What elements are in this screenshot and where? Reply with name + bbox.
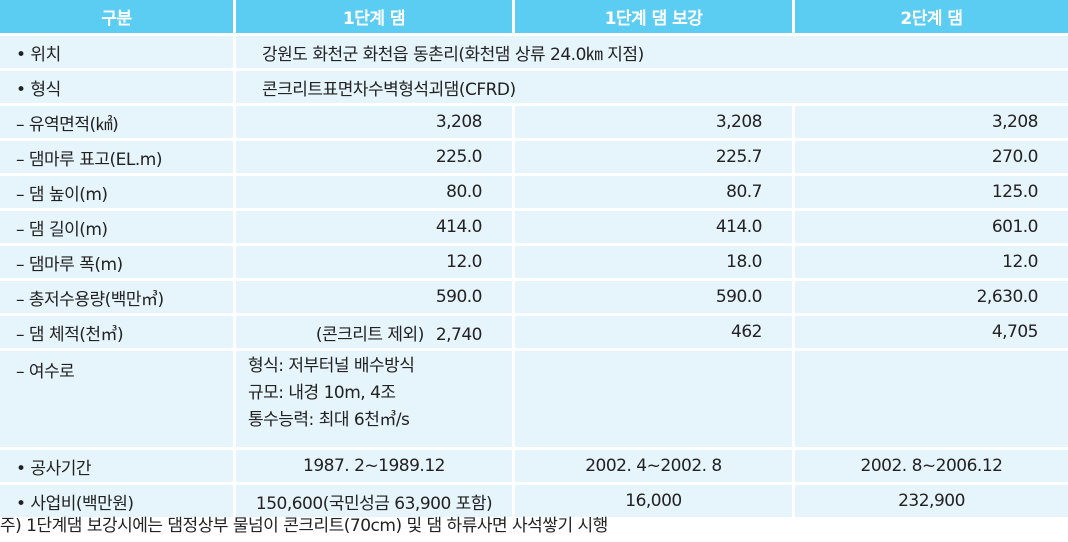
row-label-dam-length: – 댐 길이(m) [0,211,233,243]
table-row: • 형식 콘크리트표면차수벽형석괴댐(CFRD) [0,71,1068,103]
cell-value: 2002. 8~2006.12 [795,450,1068,482]
table-row: – 댐 체적(천㎥) (콘크리트 제외) 2,740 462 4,705 [0,316,1068,348]
footnote: 주) 1단계댐 보강시에는 댐정상부 물넘이 콘크리트(70cm) 및 댐 하류… [0,516,608,536]
header-stage1-dam: 1단계 댐 [236,0,512,33]
table-row: – 댐마루 폭(m) 12.0 18.0 12.0 [0,246,1068,278]
table-row: • 공사기간 1987. 2~1989.12 2002. 4~2002. 8 2… [0,450,1068,482]
header-category: 구분 [0,0,233,33]
spillway-line-scale: 규모: 내경 10m, 4조 [248,383,396,403]
cell-value: 270.0 [795,141,1068,173]
cell-value: 462 [515,316,792,348]
cell-value: 12.0 [236,246,512,278]
row-label-dam-volume: – 댐 체적(천㎥) [0,316,233,348]
row-label-crest-elevation: – 댐마루 표고(EL.m) [0,141,233,173]
cell-value: 2002. 4~2002. 8 [515,450,792,482]
row-label-construction-period: • 공사기간 [0,450,233,482]
cell-value: 414.0 [515,211,792,243]
spillway-details: 형식: 저부터널 배수방식 규모: 내경 10m, 4조 통수능력: 최대 6천… [236,351,512,447]
cell-value: 232,900 [795,485,1068,517]
cell-value: (콘크리트 제외) 2,740 [236,316,512,348]
header-stage2-dam: 2단계 댐 [795,0,1068,33]
cell-value: 590.0 [515,281,792,313]
cell-value: 3,208 [795,106,1068,138]
cell-value: 150,600(국민성금 63,900 포함) [236,485,512,517]
type-value: 콘크리트표면차수벽형석괴댐(CFRD) [236,71,1068,103]
row-label-spillway: – 여수로 [0,351,233,447]
table-row: – 댐 길이(m) 414.0 414.0 601.0 [0,211,1068,243]
row-label-basin-area: – 유역면적(㎢) [0,106,233,138]
dam-spec-table: 구분 1단계 댐 1단계 댐 보강 2단계 댐 • 위치 강원도 화천군 화천읍… [0,0,1068,517]
table-row: • 위치 강원도 화천군 화천읍 동촌리(화천댐 상류 24.0㎞ 지점) [0,36,1068,68]
cell-value: 4,705 [795,316,1068,348]
table-row: – 여수로 형식: 저부터널 배수방식 규모: 내경 10m, 4조 통수능력:… [0,351,1068,447]
header-stage1-reinforcement: 1단계 댐 보강 [515,0,792,33]
cell-value: 80.7 [515,176,792,208]
cell-value: 12.0 [795,246,1068,278]
cell-value: 3,208 [236,106,512,138]
cell-value: 125.0 [795,176,1068,208]
row-label-dam-height: – 댐 높이(m) [0,176,233,208]
row-label-type: • 형식 [0,71,233,103]
cell-value: 1987. 2~1989.12 [236,450,512,482]
table-row: • 사업비(백만원) 150,600(국민성금 63,900 포함) 16,00… [0,485,1068,517]
cell-value: 18.0 [515,246,792,278]
table-row: – 댐 높이(m) 80.0 80.7 125.0 [0,176,1068,208]
cell-value: 16,000 [515,485,792,517]
cell-empty [515,351,792,447]
table-row: – 유역면적(㎢) 3,208 3,208 3,208 [0,106,1068,138]
row-label-location: • 위치 [0,36,233,68]
cell-empty [795,351,1068,447]
row-label-project-cost: • 사업비(백만원) [0,485,233,517]
cell-value: 80.0 [236,176,512,208]
cell-value: 3,208 [515,106,792,138]
cell-value: 590.0 [236,281,512,313]
cell-value: 414.0 [236,211,512,243]
cell-value: 225.0 [236,141,512,173]
row-label-storage: – 총저수용량(백만㎥) [0,281,233,313]
cell-value: 2,630.0 [795,281,1068,313]
row-label-crest-width: – 댐마루 폭(m) [0,246,233,278]
cell-value: 225.7 [515,141,792,173]
spillway-line-type: 형식: 저부터널 배수방식 [248,356,415,376]
dam-volume-v1: 2,740 [435,324,483,345]
header-row: 구분 1단계 댐 1단계 댐 보강 2단계 댐 [0,0,1068,33]
dam-volume-note: (콘크리트 제외) [315,324,425,345]
table-row: – 총저수용량(백만㎥) 590.0 590.0 2,630.0 [0,281,1068,313]
location-value: 강원도 화천군 화천읍 동촌리(화천댐 상류 24.0㎞ 지점) [236,36,1068,68]
spillway-line-capacity: 통수능력: 최대 6천㎥/s [248,410,410,430]
cell-value: 601.0 [795,211,1068,243]
table-row: – 댐마루 표고(EL.m) 225.0 225.7 270.0 [0,141,1068,173]
